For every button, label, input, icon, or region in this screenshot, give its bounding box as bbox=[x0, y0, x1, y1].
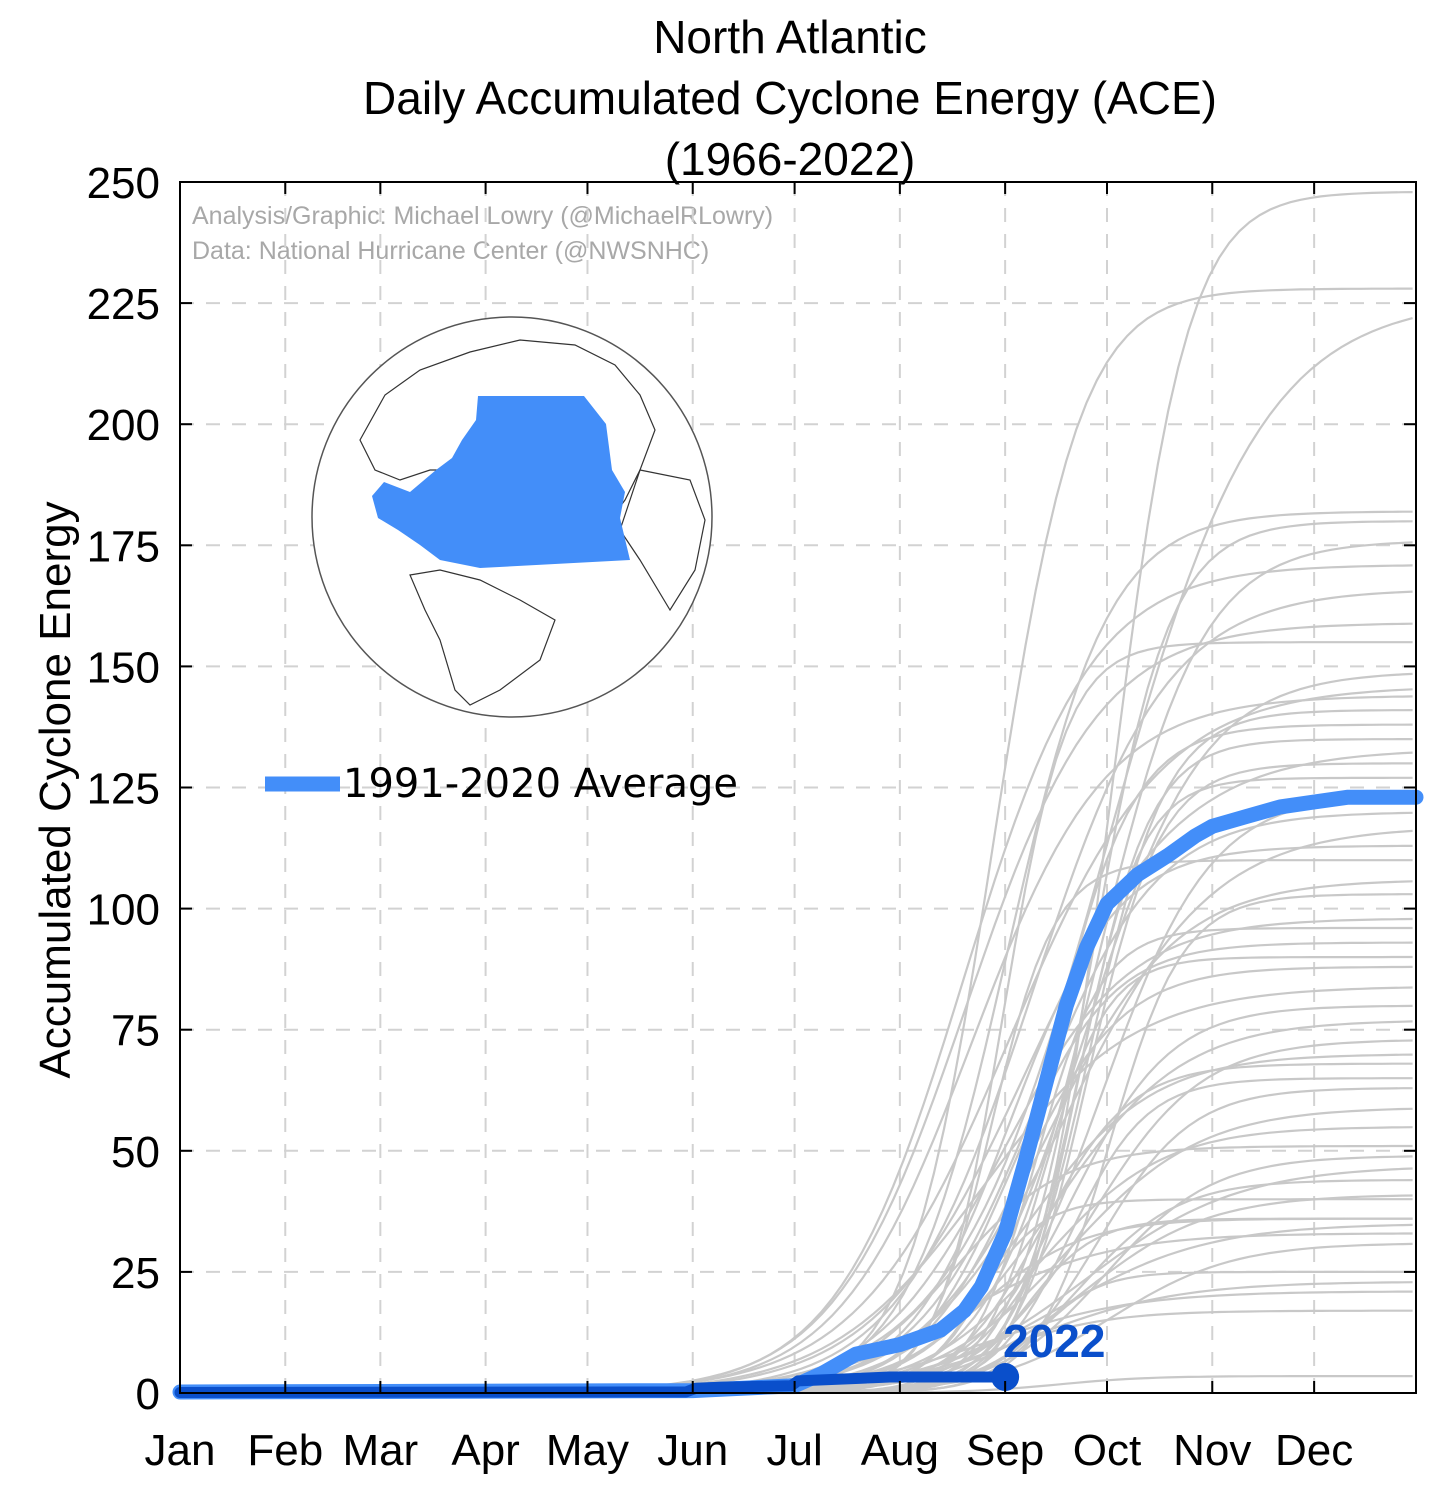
x-tick-label: Sep bbox=[966, 1426, 1044, 1475]
average-line bbox=[172, 789, 1424, 1400]
historical-season-line bbox=[180, 622, 1413, 1395]
y-tick-label: 200 bbox=[87, 401, 160, 450]
historical-season-line bbox=[180, 709, 1413, 1395]
y-tick-label: 225 bbox=[87, 280, 160, 329]
x-tick-label: Dec bbox=[1275, 1426, 1353, 1475]
historical-season-line bbox=[180, 1039, 1413, 1395]
y-tick-label: 0 bbox=[136, 1370, 160, 1419]
inset-globe-map bbox=[311, 316, 713, 718]
average-series bbox=[172, 789, 1424, 1400]
historical-season-line bbox=[180, 1232, 1413, 1395]
historical-season-line bbox=[180, 793, 1413, 1395]
historical-season-line bbox=[180, 541, 1413, 1395]
historical-season-line bbox=[180, 811, 1413, 1395]
historical-season-line bbox=[180, 965, 1413, 1395]
historical-season-line bbox=[180, 1155, 1413, 1395]
historical-season-line bbox=[180, 641, 1413, 1395]
x-tick-label: Aug bbox=[861, 1426, 939, 1475]
historical-season-line bbox=[180, 1217, 1413, 1395]
axes bbox=[179, 181, 1417, 1394]
chart-title-line-2: Daily Accumulated Cyclone Energy (ACE) bbox=[363, 72, 1217, 124]
historical-season-line bbox=[180, 941, 1413, 1395]
current-year-label: 2022 bbox=[1003, 1315, 1105, 1367]
y-tick-label: 50 bbox=[111, 1128, 160, 1177]
y-tick-label: 25 bbox=[111, 1249, 160, 1298]
chart-title-line-3: (1966-2022) bbox=[664, 133, 916, 185]
credit-analysis: Analysis/Graphic: Michael Lowry (@Michae… bbox=[192, 202, 774, 230]
current-year-endpoint bbox=[991, 1363, 1020, 1392]
x-tick-label: Jul bbox=[766, 1426, 822, 1475]
x-tick-label: Feb bbox=[247, 1426, 323, 1475]
historical-season-line bbox=[180, 1087, 1413, 1395]
historical-season-line bbox=[180, 829, 1413, 1395]
y-tick-label: 100 bbox=[87, 886, 160, 935]
historical-season-line bbox=[180, 564, 1413, 1395]
historical-season-line bbox=[180, 917, 1413, 1395]
historical-season-line bbox=[180, 1217, 1413, 1395]
x-tick-label: Apr bbox=[451, 1426, 519, 1475]
historical-season-line bbox=[180, 776, 1413, 1395]
x-tick-label: Jun bbox=[657, 1426, 728, 1475]
x-tick-label: May bbox=[546, 1426, 629, 1475]
credit-data: Data: National Hurricane Center (@NWSNHC… bbox=[192, 237, 710, 265]
historical-season-line bbox=[180, 859, 1413, 1395]
x-tick-label: Nov bbox=[1173, 1426, 1251, 1475]
legend-label: 1991-2020 Average bbox=[343, 761, 738, 807]
y-tick-label: 125 bbox=[87, 765, 160, 814]
historical-season-line bbox=[180, 1062, 1413, 1395]
historical-season-line bbox=[180, 762, 1413, 1395]
historical-season-line bbox=[180, 893, 1413, 1395]
y-tick-label: 75 bbox=[111, 1007, 160, 1056]
legend: 1991-2020 Average bbox=[265, 761, 738, 807]
atlantic-basin-region bbox=[372, 396, 630, 568]
chart-title-line-1: North Atlantic bbox=[653, 11, 927, 63]
x-tick-label: Jan bbox=[145, 1426, 216, 1475]
historical-season-line bbox=[180, 926, 1413, 1395]
y-tick-label: 250 bbox=[87, 159, 160, 208]
y-tick-label: 150 bbox=[87, 643, 160, 692]
x-tick-label: Oct bbox=[1073, 1426, 1141, 1475]
tick-labels: 0 25 50 75 100 125 150 175 200 225 250 Jan Feb Mar Apr… bbox=[87, 159, 1354, 1475]
y-tick-label: 175 bbox=[87, 522, 160, 571]
x-tick-label: Mar bbox=[342, 1426, 418, 1475]
historical-season-line bbox=[180, 1144, 1413, 1395]
north-america-europe-outline bbox=[359, 339, 656, 521]
south-america-outline bbox=[409, 569, 556, 706]
historical-season-line bbox=[180, 1223, 1413, 1395]
